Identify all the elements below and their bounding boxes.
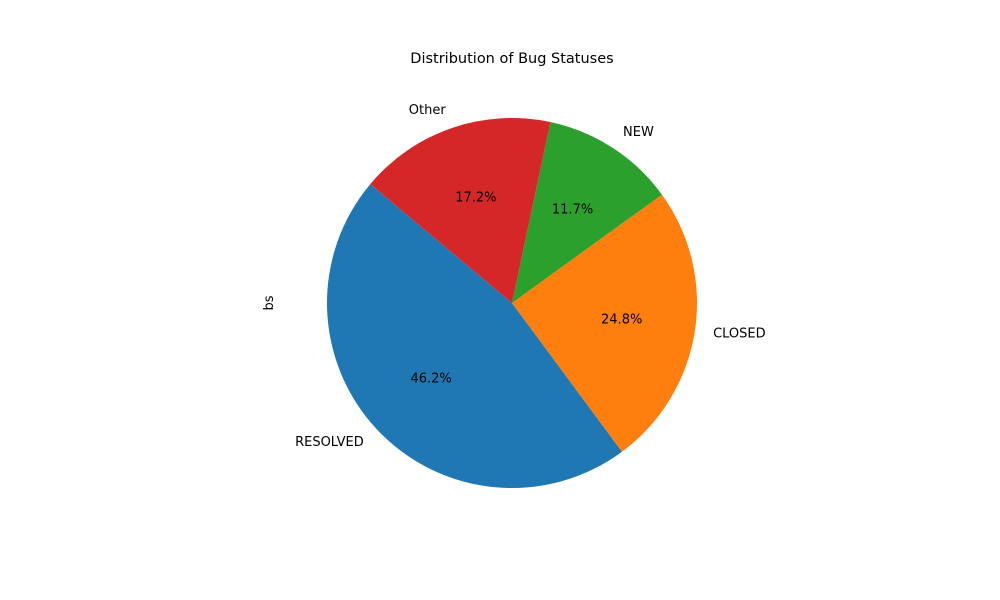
pie-slice-resolved bbox=[326, 184, 623, 489]
pie-labels: RESOLVED 46.2% CLOSED 24.8% NEW 11.7% Other 17.… bbox=[295, 103, 766, 450]
pie-slice-other bbox=[370, 117, 551, 303]
chart-title: Distribution of Bug Statuses bbox=[410, 51, 613, 67]
slice-label-other: Other bbox=[409, 103, 447, 118]
slice-percent-resolved: 46.2% bbox=[410, 372, 451, 387]
y-axis-label: bs bbox=[262, 295, 277, 310]
slice-percent-new: 11.7% bbox=[552, 202, 593, 217]
pie-slices bbox=[326, 117, 697, 489]
slice-label-resolved: RESOLVED bbox=[295, 435, 364, 450]
slice-label-closed: CLOSED bbox=[713, 327, 766, 342]
slice-percent-other: 17.2% bbox=[455, 191, 496, 206]
slice-percent-closed: 24.8% bbox=[601, 313, 642, 328]
slice-label-new: NEW bbox=[623, 125, 654, 140]
pie-slice-new bbox=[512, 122, 662, 303]
pie-slice-closed bbox=[512, 194, 697, 452]
